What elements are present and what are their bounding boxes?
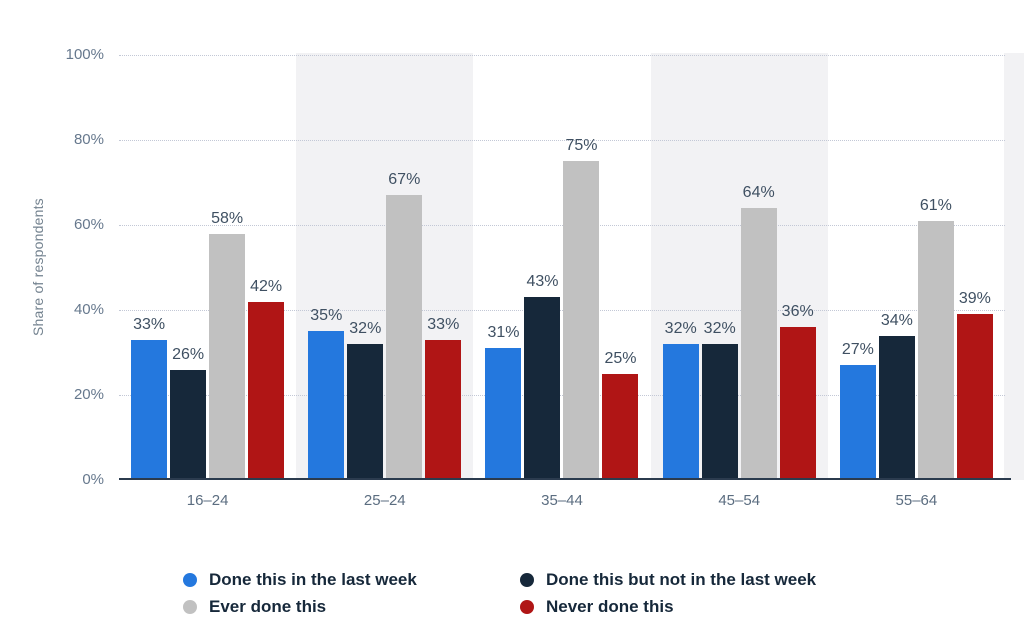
- bar[interactable]: 58%: [209, 210, 246, 480]
- bar[interactable]: 27%: [839, 341, 876, 480]
- legend-swatch-circle-icon: [183, 573, 197, 587]
- bar-value-label: 25%: [604, 349, 637, 367]
- bar-value-label: 27%: [841, 341, 874, 359]
- gridline: [119, 140, 1005, 141]
- legend-item[interactable]: Done this but not in the last week: [520, 570, 816, 590]
- bar-value-label: 64%: [742, 184, 775, 201]
- bar[interactable]: 75%: [563, 137, 600, 480]
- bar-value-label: 67%: [388, 171, 421, 189]
- bar-value-label: 75%: [565, 137, 598, 155]
- bar-value-label: 35%: [310, 307, 343, 325]
- bar[interactable]: 43%: [524, 273, 561, 480]
- legend-label: Done this but not in the last week: [546, 570, 817, 589]
- bar-value-label: 34%: [880, 311, 913, 329]
- x-tick-label: 35–44: [541, 492, 583, 509]
- bar-value-label: 32%: [664, 320, 697, 337]
- bar[interactable]: 67%: [386, 171, 423, 480]
- bar[interactable]: 32%: [662, 320, 699, 480]
- bar[interactable]: 26%: [170, 346, 207, 480]
- x-tick-label: 25–24: [363, 492, 406, 509]
- bar-group: 35% 32% 67% 33%: [296, 55, 473, 480]
- bar[interactable]: 36%: [779, 303, 816, 480]
- bar-group: 32% 32% 64% 36%: [651, 55, 828, 480]
- bar-value-label: 58%: [211, 209, 244, 227]
- gridline: [119, 55, 1005, 56]
- bar-group: 33% 26% 58% 42%: [119, 55, 296, 480]
- bar-value-label: 43%: [526, 273, 559, 291]
- plot-area: 33% 26% 58% 42% 35% 32% 67% 33% 31% 43% 75% 25% 32% 3…: [119, 53, 1024, 480]
- legend-item[interactable]: Ever done this: [183, 597, 520, 617]
- legend-item[interactable]: Never done this: [520, 597, 816, 617]
- bar-value-label: 39%: [958, 290, 991, 308]
- legend-swatch-circle-icon: [520, 600, 534, 614]
- bar-group: 27% 34% 61% 39%: [828, 55, 1005, 480]
- bar[interactable]: 32%: [701, 320, 738, 480]
- bar-value-label: 61%: [919, 196, 952, 214]
- bar[interactable]: 35%: [308, 307, 345, 480]
- bar[interactable]: 32%: [347, 320, 384, 480]
- x-tick-label: 55–64: [895, 492, 938, 509]
- bar[interactable]: 33%: [425, 316, 462, 480]
- legend-item[interactable]: Done this in the last week: [183, 570, 520, 590]
- x-axis-line: [119, 478, 1011, 480]
- y-tick-label: 40%: [73, 301, 104, 318]
- bar-value-label: 42%: [250, 277, 283, 295]
- y-tick-label: 0%: [82, 471, 104, 488]
- y-tick-label: 60%: [73, 216, 104, 233]
- x-tick-label: 45–54: [718, 492, 761, 509]
- gridline: [119, 395, 1005, 396]
- x-tick-label: 16–24: [186, 492, 229, 509]
- bar[interactable]: 34%: [878, 312, 915, 480]
- legend-label: Done this in the last week: [209, 570, 417, 589]
- bar-value-label: 32%: [703, 320, 736, 337]
- gridline: [119, 225, 1005, 226]
- bar[interactable]: 31%: [485, 324, 522, 480]
- bar-value-label: 33%: [427, 315, 460, 333]
- bar[interactable]: 25%: [602, 350, 639, 480]
- plot-band-edge: [1004, 53, 1024, 480]
- legend-label: Never done this: [546, 597, 674, 616]
- bar-value-label: 33%: [133, 315, 166, 333]
- legend-label: Ever done this: [209, 597, 327, 616]
- legend-swatch-circle-icon: [183, 600, 197, 614]
- gridline: [119, 310, 1005, 311]
- bar-value-label: 31%: [487, 324, 520, 342]
- bar[interactable]: 64%: [740, 184, 777, 480]
- y-tick-label: 100%: [65, 46, 104, 63]
- legend-swatch-circle-icon: [520, 573, 534, 587]
- bar[interactable]: 39%: [956, 290, 993, 480]
- bar-value-label: 32%: [349, 320, 382, 337]
- bar[interactable]: 33%: [131, 316, 168, 480]
- legend: Done this in the last week Done this but …: [183, 570, 816, 617]
- y-tick-label: 80%: [73, 131, 104, 148]
- bar-value-label: 36%: [781, 303, 814, 320]
- y-tick-label: 20%: [73, 386, 104, 403]
- y-axis-title: Share of respondents: [30, 198, 46, 337]
- bar[interactable]: 42%: [248, 278, 285, 480]
- bar-group: 31% 43% 75% 25%: [473, 55, 650, 480]
- bar[interactable]: 61%: [917, 197, 954, 480]
- bar-value-label: 26%: [172, 345, 205, 363]
